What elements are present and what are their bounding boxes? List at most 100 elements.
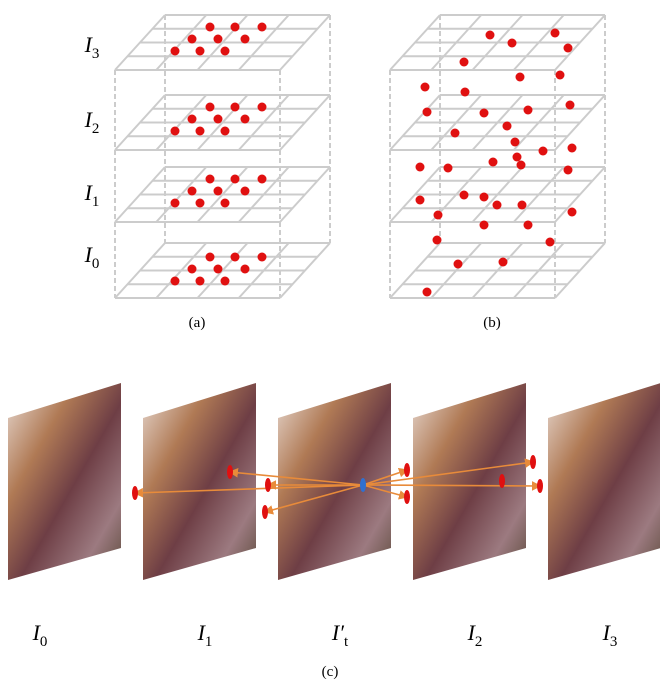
label-subscript: 2 — [475, 634, 483, 650]
sample-point — [537, 479, 543, 493]
label-subscript: 1 — [92, 194, 100, 210]
point — [231, 103, 240, 112]
caption: (a) — [189, 315, 206, 331]
video-frame — [8, 383, 121, 580]
point — [416, 163, 425, 172]
label-subscript: 2 — [92, 121, 100, 137]
point — [214, 265, 223, 274]
video-frame — [143, 383, 256, 580]
point — [196, 127, 205, 136]
label-subscript: t — [344, 634, 349, 650]
point — [460, 191, 469, 200]
point — [460, 58, 469, 67]
point — [231, 253, 240, 262]
point — [221, 47, 230, 56]
point — [486, 31, 495, 40]
math-label: I′t — [331, 620, 349, 650]
math-label: I2 — [467, 620, 483, 650]
figure: I3I2I1I0I0I1I′tI2I3(a)(b)(c) — [0, 0, 660, 681]
point — [241, 265, 250, 274]
sample-point — [227, 465, 233, 479]
point — [214, 35, 223, 44]
label-subscript: 0 — [40, 634, 48, 650]
point — [508, 39, 517, 48]
point — [206, 253, 215, 262]
point — [171, 199, 180, 208]
point — [196, 47, 205, 56]
caption: (b) — [483, 315, 501, 331]
point — [434, 211, 443, 220]
point — [551, 29, 560, 38]
point — [444, 164, 453, 173]
video-frame — [548, 383, 660, 580]
point — [171, 127, 180, 136]
label-subscript: 3 — [610, 634, 618, 650]
point — [503, 122, 512, 131]
point — [214, 187, 223, 196]
point — [221, 127, 230, 136]
point — [556, 71, 565, 80]
point — [221, 199, 230, 208]
point — [564, 166, 573, 175]
point — [568, 144, 577, 153]
point — [518, 201, 527, 210]
math-label: I0 — [84, 242, 100, 272]
point — [564, 44, 573, 53]
point — [480, 193, 489, 202]
point — [188, 187, 197, 196]
math-label: I0 — [32, 620, 48, 650]
point — [171, 47, 180, 56]
point — [258, 103, 267, 112]
sample-point — [265, 478, 271, 492]
point — [221, 277, 230, 286]
sample-point — [262, 505, 268, 519]
point — [499, 258, 508, 267]
point — [566, 101, 575, 110]
point — [513, 153, 522, 162]
label-subscript: 3 — [92, 46, 100, 62]
caption: (c) — [322, 664, 339, 680]
point — [258, 23, 267, 32]
point — [493, 201, 502, 210]
point — [480, 109, 489, 118]
point — [489, 158, 498, 167]
point — [171, 277, 180, 286]
point — [206, 175, 215, 184]
sample-point — [404, 490, 410, 504]
point — [214, 115, 223, 124]
point — [451, 129, 460, 138]
point — [516, 73, 525, 82]
motion-arrow — [363, 485, 540, 486]
label-subscript: 1 — [205, 634, 213, 650]
point — [241, 187, 250, 196]
point — [241, 115, 250, 124]
point — [454, 260, 463, 269]
point — [196, 199, 205, 208]
math-label: I2 — [84, 107, 100, 137]
math-label: I3 — [84, 32, 100, 62]
math-label: I1 — [197, 620, 213, 650]
point — [423, 108, 432, 117]
point — [524, 221, 533, 230]
sample-point — [132, 486, 138, 500]
label-subscript: 0 — [92, 256, 100, 272]
point — [568, 208, 577, 217]
point — [511, 138, 520, 147]
point — [416, 196, 425, 205]
point — [423, 288, 432, 297]
query-point — [360, 478, 366, 492]
point — [461, 88, 470, 97]
point — [539, 147, 548, 156]
point — [258, 253, 267, 262]
sample-point — [499, 474, 505, 488]
point — [258, 175, 267, 184]
point — [241, 35, 250, 44]
point — [480, 221, 489, 230]
point — [231, 175, 240, 184]
video-frame — [413, 383, 526, 580]
point — [206, 103, 215, 112]
sample-point — [530, 455, 536, 469]
point — [196, 277, 205, 286]
point — [421, 83, 430, 92]
point — [546, 238, 555, 247]
